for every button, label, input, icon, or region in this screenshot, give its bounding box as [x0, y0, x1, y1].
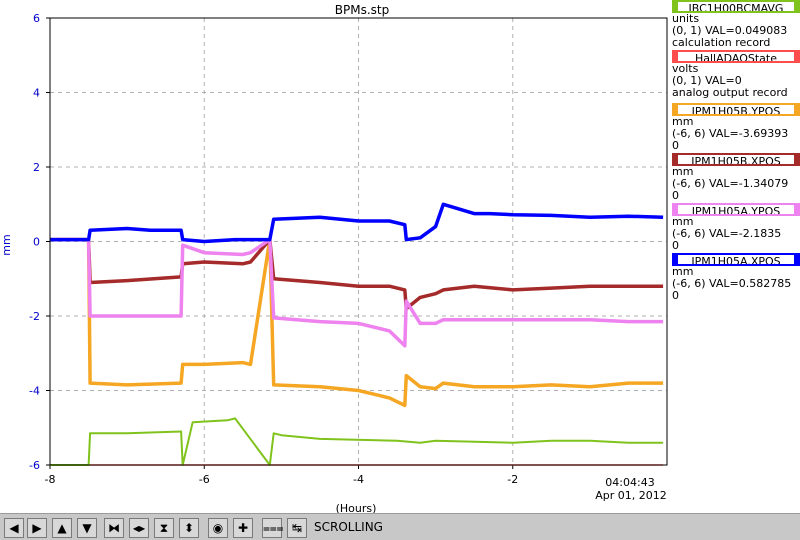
legend-desc: analog output record — [672, 86, 788, 99]
series-line-ibc1h00bcmavg — [50, 417, 664, 466]
plot-frame — [49, 17, 668, 466]
legend-entry[interactable]: IPM1H05A.XPOS mm (-6, 6) VAL=0.582785 0 — [672, 253, 800, 302]
arrow-down-button[interactable]: ▼ — [77, 518, 97, 538]
legend-units: units — [672, 12, 700, 25]
series-line-ipm1h05a-xpos — [50, 202, 664, 244]
crosshair-button[interactable]: ✚ — [233, 518, 253, 538]
legend-series-name[interactable]: IPM1H05A.YPOS — [672, 203, 800, 216]
x-tick-label: -8 — [45, 473, 56, 486]
toolbar: SCROLLING ◀ ▶ ▲ ▼ ⧓ ◀▶ ⧗ ⬍ ◉ ✚ ⩶ ↹ — [0, 513, 800, 540]
legend-units: mm — [672, 165, 694, 178]
arrow-up-button[interactable]: ▲ — [52, 518, 72, 538]
y-tick-label: -2 — [29, 310, 40, 323]
x-tick-label: -6 — [199, 473, 210, 486]
legend-entry[interactable]: IPM1H05B.YPOS mm (-6, 6) VAL=-3.69393 0 — [672, 103, 800, 152]
autoscale-icon: ◉ — [212, 521, 224, 535]
scroll-mode-button[interactable]: ↹ — [287, 518, 307, 538]
config-button[interactable]: ⩶ — [262, 518, 284, 538]
crosshair-icon: ✚ — [237, 521, 249, 535]
legend-series-name[interactable]: IPM1H05B.XPOS — [672, 153, 800, 166]
arrow-up-icon: ▲ — [57, 521, 67, 535]
zoom-in-y-button[interactable]: ⧗ — [154, 518, 174, 538]
arrow-left-button[interactable]: ◀ — [4, 518, 24, 538]
legend-desc: calculation record — [672, 36, 771, 49]
legend-entry[interactable]: IPM1H05B.XPOS mm (-6, 6) VAL=-1.34079 0 — [672, 153, 800, 202]
time-label: 04:04:43 — [605, 476, 654, 489]
legend-units: mm — [672, 215, 694, 228]
chart-plot[interactable]: BPMs.stp mm (Hours) 04:04:43 Apr 01, 201… — [0, 0, 672, 513]
legend-desc: 0 — [672, 239, 679, 252]
series-line-ipm1h05a-ypos — [50, 237, 664, 348]
config-icon: ⩶ — [263, 521, 284, 535]
legend-entry[interactable]: IPM1H05A.YPOS mm (-6, 6) VAL=-2.1835 0 — [672, 203, 800, 252]
legend-series-name[interactable]: HallADAQState — [672, 50, 800, 63]
arrow-left-icon: ◀ — [9, 521, 19, 535]
zoom-out-y-icon: ⬍ — [183, 521, 195, 535]
y-tick-label: -6 — [29, 459, 40, 472]
legend-desc: 0 — [672, 289, 679, 302]
series-line-ipm1h05b-ypos — [50, 237, 664, 408]
y-tick-label: 0 — [33, 236, 40, 249]
y-tick-label: -4 — [29, 385, 40, 398]
legend-panel: IBC1H00BCMAVG units (0, 1) VAL=0.049083 cal… — [672, 0, 800, 510]
legend-units: volts — [672, 62, 699, 75]
arrow-right-button[interactable]: ▶ — [27, 518, 47, 538]
legend-entry[interactable]: HallADAQState volts (0, 1) VAL=0 analog out… — [672, 50, 800, 99]
legend-series-name[interactable]: IBC1H00BCMAVG — [672, 0, 800, 13]
legend-val: (0, 1) VAL=0 — [672, 74, 742, 87]
legend-units: mm — [672, 115, 694, 128]
legend-val: (0, 1) VAL=0.049083 — [672, 24, 788, 37]
zoom-in-x-icon: ⧓ — [108, 521, 120, 535]
autoscale-button[interactable]: ◉ — [208, 518, 228, 538]
zoom-out-x-icon: ◀▶ — [132, 524, 146, 533]
y-axis-label: mm — [0, 234, 13, 255]
legend-desc: 0 — [672, 139, 679, 152]
y-tick-label: 4 — [33, 87, 40, 100]
legend-val: (-6, 6) VAL=-2.1835 — [672, 227, 782, 240]
arrow-right-icon: ▶ — [32, 521, 42, 535]
scroll-status: SCROLLING — [314, 520, 383, 534]
x-axis-label: (Hours) — [336, 502, 377, 513]
zoom-out-y-button[interactable]: ⬍ — [179, 518, 199, 538]
legend-val: (-6, 6) VAL=0.582785 — [672, 277, 792, 290]
y-tick-label: 6 — [33, 12, 40, 25]
legend-entry[interactable]: IBC1H00BCMAVG units (0, 1) VAL=0.049083 cal… — [672, 0, 800, 49]
legend-series-name[interactable]: IPM1H05A.XPOS — [672, 253, 800, 266]
x-tick-label: -4 — [353, 473, 364, 486]
y-tick-label: 2 — [33, 161, 40, 174]
chart-title: BPMs.stp — [335, 3, 389, 17]
legend-val: (-6, 6) VAL=-3.69393 — [672, 127, 789, 140]
zoom-in-y-icon: ⧗ — [159, 521, 169, 535]
series-line-ipm1h05b-xpos — [50, 237, 664, 311]
legend-val: (-6, 6) VAL=-1.34079 — [672, 177, 789, 190]
legend-series-name[interactable]: IPM1H05B.YPOS — [672, 103, 800, 116]
date-label: Apr 01, 2012 — [595, 489, 667, 502]
x-tick-label: -2 — [507, 473, 518, 486]
arrow-down-icon: ▼ — [82, 521, 92, 535]
legend-units: mm — [672, 265, 694, 278]
zoom-in-x-button[interactable]: ⧓ — [104, 518, 124, 538]
zoom-out-x-button[interactable]: ◀▶ — [129, 518, 149, 538]
scroll-mode-icon: ↹ — [291, 521, 303, 535]
legend-desc: 0 — [672, 189, 679, 202]
